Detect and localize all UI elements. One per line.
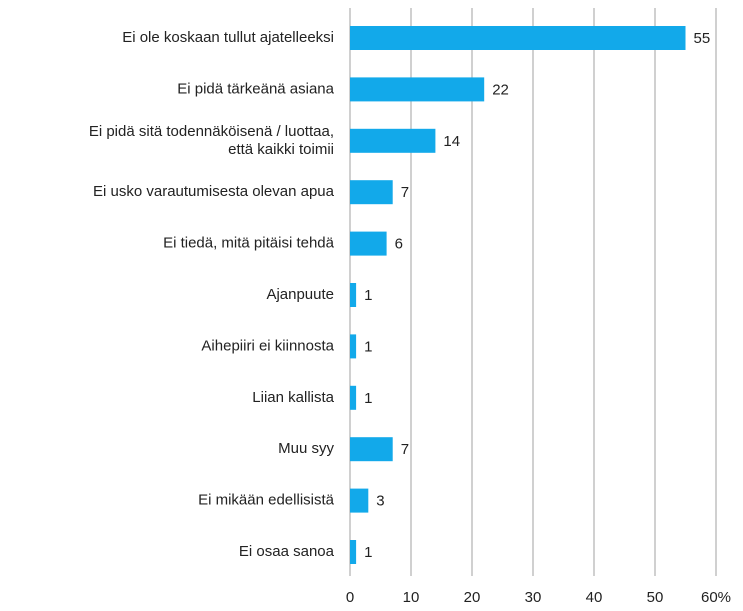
y-tick-label: Ei pidä sitä todennäköisenä / luottaa, et… (89, 123, 334, 158)
y-tick-label: Ei ole koskaan tullut ajatelleeksi (122, 29, 334, 46)
data-label: 1 (364, 338, 372, 355)
bar (350, 180, 393, 205)
data-label: 1 (364, 390, 372, 407)
data-label: 22 (492, 81, 509, 98)
bar (350, 488, 369, 513)
data-label: 6 (395, 236, 403, 253)
y-tick-label: Ajanpuute (266, 286, 334, 303)
x-tick-label: 0 (346, 589, 354, 606)
data-label: 1 (364, 544, 372, 561)
x-tick-label: 20 (464, 589, 481, 606)
bar (350, 231, 387, 256)
data-label: 7 (401, 441, 409, 458)
data-label: 7 (401, 184, 409, 201)
bar (350, 385, 357, 410)
data-label: 1 (364, 287, 372, 304)
bar (350, 540, 357, 564)
bar (350, 128, 436, 153)
x-tick-label: 30 (525, 589, 542, 606)
y-tick-label: Ei usko varautumisesta olevan apua (93, 183, 335, 200)
y-tick-label: Liian kallista (252, 389, 334, 406)
x-tick-label: 10 (403, 589, 420, 606)
bar (350, 437, 393, 462)
y-tick-label: Aihepiiri ei kiinnosta (201, 337, 334, 354)
bar (350, 334, 357, 359)
x-tick-label: 50 (647, 589, 664, 606)
x-tick-label: 60% (701, 589, 731, 606)
y-tick-label: Ei osaa sanoa (239, 543, 335, 560)
y-tick-label: Ei tiedä, mitä pitäisi tehdä (163, 235, 335, 252)
bar (350, 77, 485, 102)
data-label: 14 (443, 133, 460, 150)
y-tick-label: Ei pidä tärkeänä asiana (177, 80, 334, 97)
bar (350, 283, 357, 307)
y-tick-label: Ei mikään edellisistä (198, 492, 335, 509)
bar (350, 26, 686, 50)
data-label: 3 (376, 493, 384, 510)
data-label: 55 (694, 30, 711, 47)
y-tick-label: Muu syy (278, 440, 334, 457)
x-tick-label: 40 (586, 589, 603, 606)
